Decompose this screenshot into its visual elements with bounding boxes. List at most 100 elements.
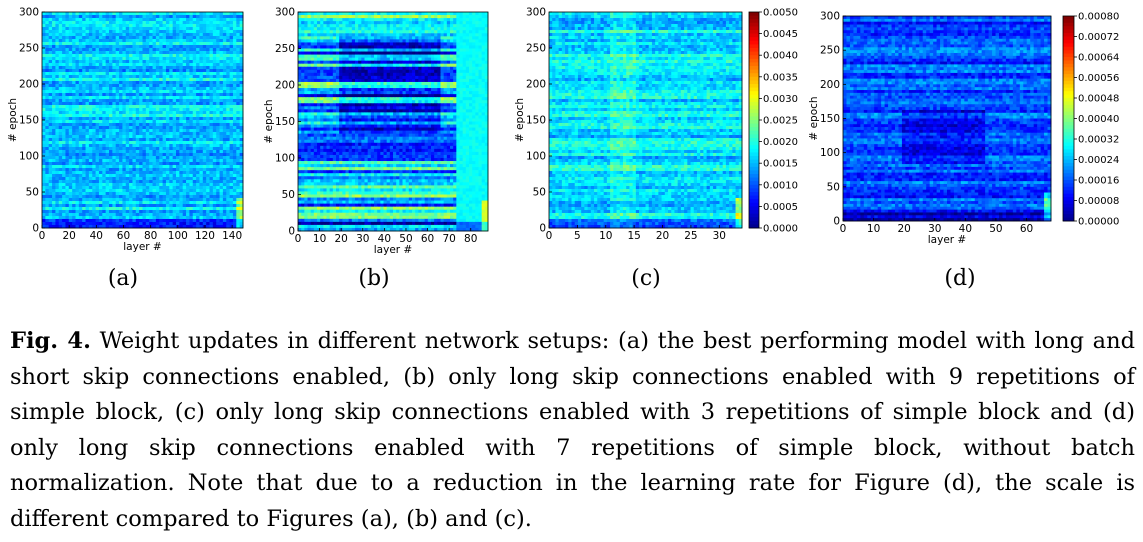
heatmap-cell (72, 12, 76, 16)
heatmap-cell (298, 27, 302, 31)
heatmap-cell (155, 189, 160, 193)
heatmap-cell (159, 75, 163, 79)
heatmap-cell (202, 129, 207, 133)
heatmap-cell (115, 192, 120, 196)
heatmap-cell (393, 12, 397, 16)
heatmap-cell (95, 27, 100, 31)
heatmap-cell (172, 126, 177, 130)
heatmap-cell (192, 120, 197, 124)
heatmap-cell (239, 63, 244, 67)
heatmap-cell (92, 45, 96, 49)
heatmap-cell (189, 165, 194, 169)
heatmap-cell (132, 78, 137, 82)
heatmap-cell (62, 30, 66, 34)
heatmap-cell (95, 81, 100, 85)
heatmap-cell (68, 132, 73, 136)
heatmap-cell (48, 30, 53, 34)
heatmap-cell (98, 180, 103, 184)
heatmap-cell (434, 18, 438, 22)
heatmap-cell (431, 30, 435, 34)
heatmap-cell (78, 159, 83, 163)
heatmap-cell (48, 171, 53, 175)
heatmap-cell (68, 96, 73, 100)
heatmap-cell (48, 135, 53, 139)
heatmap-cell (58, 213, 63, 217)
heatmap-cell (155, 69, 160, 73)
heatmap-cell (206, 51, 210, 55)
heatmap-cell (95, 96, 100, 100)
heatmap-cell (339, 33, 343, 37)
heatmap-cell (172, 24, 177, 28)
heatmap-cell (75, 144, 80, 148)
heatmap-cell (424, 33, 429, 37)
heatmap-cell (229, 147, 234, 151)
heatmap-cell (95, 120, 100, 124)
heatmap-cell (115, 162, 120, 166)
heatmap-cell (139, 66, 143, 70)
heatmap-cell (216, 159, 220, 163)
heatmap-cell (239, 120, 244, 124)
heatmap-cell (169, 117, 174, 121)
heatmap-cell (229, 159, 234, 163)
heatmap-cell (186, 54, 190, 58)
heatmap-cell (85, 99, 90, 103)
heatmap-cell (226, 69, 230, 73)
heatmap-cell (165, 219, 170, 223)
heatmap-cell (176, 210, 180, 214)
heatmap-cell (75, 30, 80, 34)
heatmap-cell (222, 33, 227, 37)
heatmap-cell (179, 225, 184, 229)
heatmap-cell (75, 195, 80, 199)
heatmap-cell (199, 51, 204, 55)
heatmap-cell (58, 210, 63, 214)
heatmap-cell (139, 183, 143, 187)
heatmap-cell (102, 165, 107, 169)
heatmap-cell (122, 180, 127, 184)
heatmap-cell (216, 183, 220, 187)
heatmap-cell (317, 42, 321, 46)
heatmap-cell (222, 189, 227, 193)
heatmap-cell (179, 18, 184, 22)
heatmap-cell (434, 21, 438, 25)
heatmap-cell (355, 15, 359, 19)
heatmap-cell (176, 147, 180, 151)
heatmap-cell (145, 105, 150, 109)
heatmap-cell (85, 111, 90, 115)
heatmap-cell (102, 87, 107, 91)
heatmap-cell (55, 87, 60, 91)
heatmap-cell (239, 39, 244, 43)
heatmap-cell (58, 135, 63, 139)
heatmap-cell (418, 33, 422, 37)
heatmap-cell (189, 84, 194, 88)
heatmap-cell (68, 90, 73, 94)
heatmap-cell (85, 39, 90, 43)
heatmap-cell (427, 36, 432, 40)
heatmap-cell (115, 96, 120, 100)
heatmap-cell (105, 192, 110, 196)
heatmap-cell (222, 210, 227, 214)
heatmap-cell (102, 132, 107, 136)
heatmap-cell (159, 66, 163, 70)
heatmap-cell (189, 186, 194, 190)
heatmap-cell (109, 27, 113, 31)
heatmap-cell (139, 225, 143, 229)
heatmap-cell (149, 36, 153, 40)
heatmap-cell (222, 99, 227, 103)
heatmap-cell (98, 216, 103, 220)
heatmap-cell (109, 78, 113, 82)
heatmap-cell (92, 141, 96, 145)
heatmap-cell (55, 90, 60, 94)
heatmap-cell (102, 219, 107, 223)
heatmap-cell (119, 99, 123, 103)
heatmap-cell (122, 93, 127, 97)
heatmap-cell (139, 129, 143, 133)
heatmap-cell (115, 90, 120, 94)
heatmap-cell (75, 219, 80, 223)
heatmap-cell (149, 135, 153, 139)
heatmap-cell (236, 159, 241, 163)
heatmap-cell (415, 24, 419, 28)
heatmap-cell (165, 87, 170, 91)
heatmap-cell (169, 18, 174, 22)
heatmap-cell (481, 18, 486, 22)
heatmap-cell (62, 138, 66, 142)
